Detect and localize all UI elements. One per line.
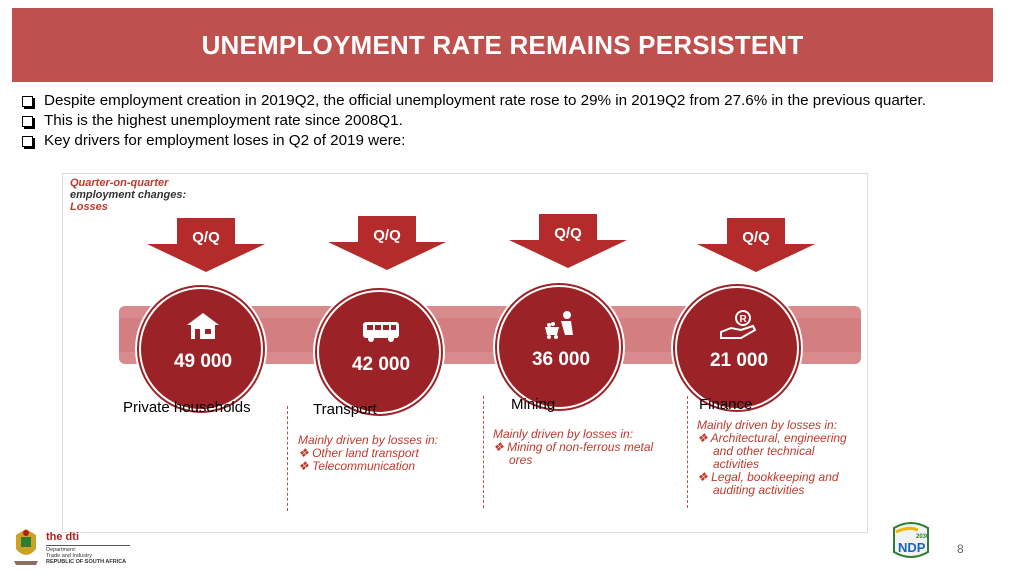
drivers-transport: Mainly driven by losses in: ❖ Other land… <box>298 433 439 473</box>
infographic-header: Quarter-on-quarter employment changes: L… <box>70 177 187 213</box>
down-arrow-icon <box>147 218 265 272</box>
down-arrow-icon <box>697 218 815 272</box>
ndp-2030-logo: 2030 NDP <box>893 522 930 558</box>
sector-label: Transport <box>313 401 377 418</box>
down-arrow-icon <box>328 216 446 270</box>
sector-circle-transport: 42 000 <box>313 286 445 418</box>
arrow-label: Q/Q <box>554 225 582 242</box>
sector-value: 36 000 <box>531 349 591 370</box>
arrow-label: Q/Q <box>742 229 770 246</box>
dti-logo: the dti Department: Trade and Industry R… <box>10 525 132 571</box>
svg-text:2030: 2030 <box>916 534 930 540</box>
dti-brand: the dti <box>46 531 79 543</box>
bullet-item: Despite employment creation in 2019Q2, t… <box>22 92 992 110</box>
sector-circle-mining: 36 000 <box>493 281 625 413</box>
arrow-label: Q/Q <box>192 229 220 246</box>
down-arrow-icon <box>509 214 627 268</box>
svg-text:R: R <box>740 314 748 325</box>
sector-value: 49 000 <box>173 351 233 372</box>
arrow-label: Q/Q <box>373 227 401 244</box>
drivers-finance: Mainly driven by losses in: ❖ Architectu… <box>697 418 847 497</box>
separator-line <box>687 396 688 508</box>
checkbox-bullet-icon <box>22 136 33 147</box>
bus-icon <box>363 322 399 342</box>
sector-label: Private households <box>123 399 251 416</box>
title-bar: UNEMPLOYMENT RATE REMAINS PERSISTENT <box>12 8 993 82</box>
checkbox-bullet-icon <box>22 96 33 107</box>
bullet-list: Despite employment creation in 2019Q2, t… <box>22 92 992 152</box>
drivers-mining: Mainly driven by losses in: ❖ Mining of … <box>493 427 654 467</box>
miner-icon <box>545 311 573 339</box>
checkbox-bullet-icon <box>22 116 33 127</box>
employment-losses-infographic: Quarter-on-quarter employment changes: L… <box>62 173 868 533</box>
slide-title: UNEMPLOYMENT RATE REMAINS PERSISTENT <box>201 29 804 60</box>
sector-value: 21 000 <box>709 350 769 371</box>
page-number: 8 <box>957 542 964 556</box>
bullet-item: Key drivers for employment loses in Q2 o… <box>22 132 992 150</box>
sector-circle-private-households: 49 000 <box>135 283 267 415</box>
sector-circle-finance: R 21 000 <box>671 282 803 414</box>
svg-text:NDP: NDP <box>898 540 926 555</box>
sector-label: Mining <box>511 396 556 413</box>
sector-label: Finance <box>699 396 753 413</box>
bullet-item: This is the highest unemployment rate si… <box>22 112 992 130</box>
coat-of-arms-icon <box>14 529 38 565</box>
money-hand-icon: R <box>720 310 757 339</box>
separator-line <box>287 406 288 511</box>
separator-line <box>483 396 484 508</box>
sector-value: 42 000 <box>351 354 411 375</box>
house-icon <box>187 313 219 339</box>
